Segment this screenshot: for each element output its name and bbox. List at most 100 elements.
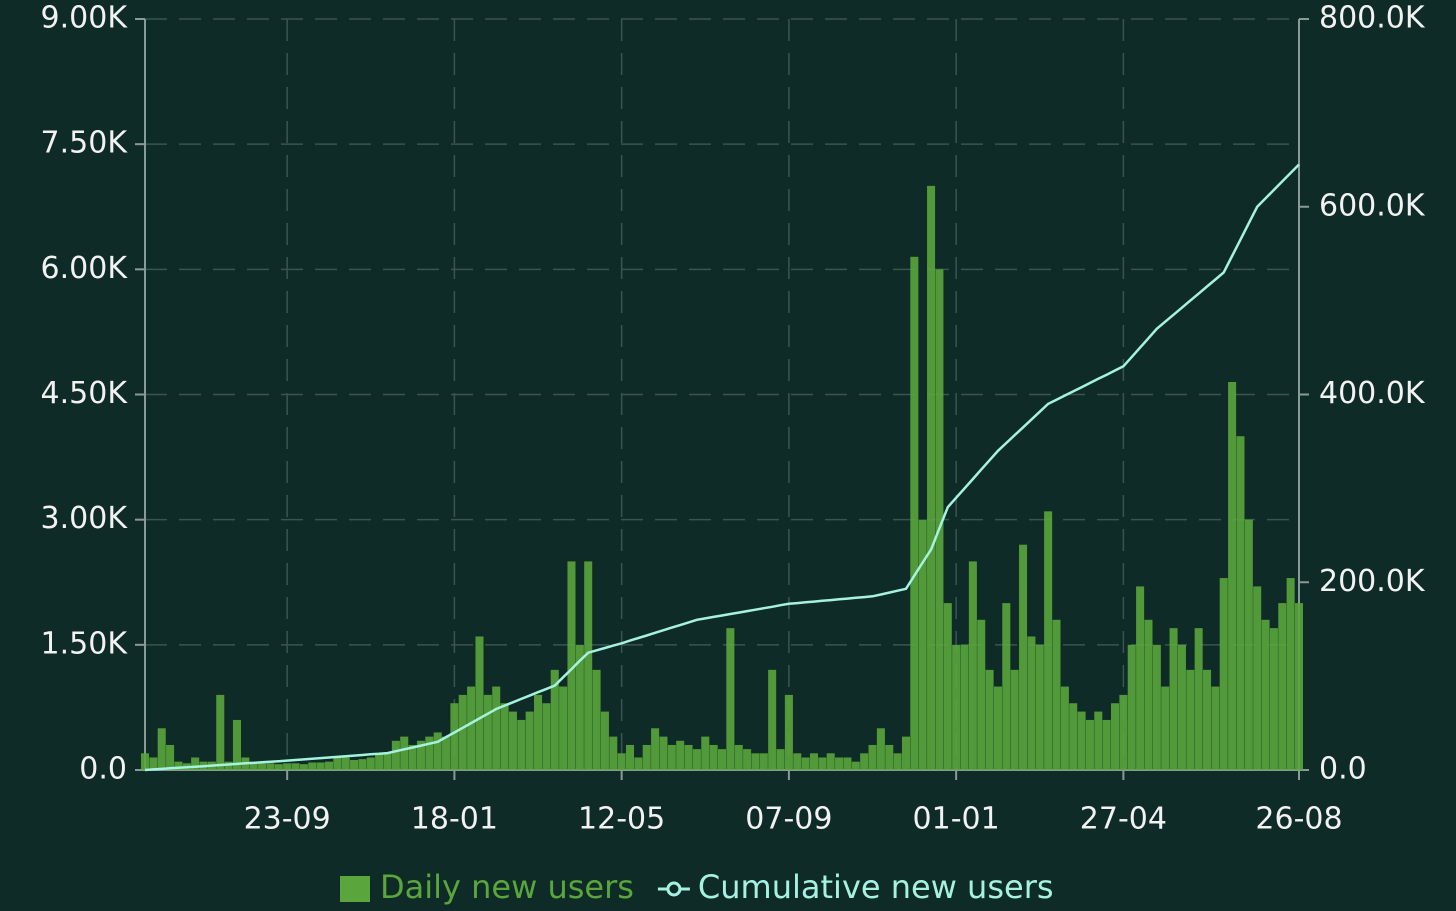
y2-tick-label: 600.0K (1319, 188, 1426, 223)
bar (843, 757, 852, 770)
bar (901, 736, 910, 770)
bar (600, 711, 609, 770)
y-tick-label: 4.50K (41, 376, 129, 411)
bar (1069, 703, 1078, 770)
bar (801, 757, 810, 770)
bar (341, 757, 350, 770)
legend-swatch (340, 876, 370, 902)
bar (1127, 644, 1136, 770)
bar (149, 757, 158, 770)
bar (391, 740, 400, 770)
bar (1111, 703, 1120, 770)
bar (291, 763, 300, 770)
bar (467, 686, 476, 770)
legend-label: Cumulative new users (698, 868, 1054, 906)
bar (835, 757, 844, 770)
bar (717, 749, 727, 770)
bar (876, 728, 885, 770)
bar (793, 753, 802, 770)
bar (584, 561, 593, 770)
bar (1269, 628, 1278, 770)
legend-marker (666, 881, 682, 897)
x-tick-label: 26-08 (1255, 802, 1342, 837)
bar (1186, 669, 1195, 770)
bar (1010, 669, 1019, 770)
x-tick-label: 23-09 (244, 802, 331, 837)
bar (166, 744, 175, 770)
x-tick-label: 01-01 (913, 802, 1000, 837)
bar (350, 759, 359, 770)
bar (751, 753, 760, 770)
line (144, 163, 1300, 772)
bar (809, 753, 818, 770)
bar (776, 749, 785, 770)
bar (1286, 578, 1295, 770)
bar (734, 744, 743, 770)
bar (893, 753, 902, 770)
bar (1035, 644, 1044, 770)
bar (826, 753, 835, 770)
bar (952, 644, 961, 770)
bar (542, 703, 551, 770)
y2-tick-label: 200.0K (1319, 564, 1426, 599)
bar (1044, 511, 1053, 770)
bar (1211, 686, 1220, 770)
bar (157, 728, 166, 770)
x-tick-label: 18-01 (411, 802, 498, 837)
y-tick-label: 6.00K (41, 251, 129, 286)
bar (768, 669, 777, 770)
bar (960, 644, 969, 770)
bar (1278, 603, 1287, 770)
bar (408, 744, 417, 770)
bar (550, 669, 559, 770)
bar (692, 749, 701, 770)
bar (1244, 519, 1253, 770)
bar (575, 644, 584, 770)
y-tick-label: 7.50K (41, 126, 129, 161)
bar (191, 757, 200, 770)
bar (1077, 711, 1086, 770)
bar (224, 761, 233, 770)
bar (1261, 619, 1270, 770)
x-tick-label: 07-09 (745, 802, 832, 837)
bar (140, 753, 150, 770)
bar (784, 694, 793, 770)
bar (1294, 603, 1304, 770)
bar (1119, 694, 1128, 770)
bar (651, 728, 660, 770)
bar (634, 757, 643, 770)
bar (918, 519, 927, 770)
bar (400, 736, 409, 770)
bar (759, 753, 768, 770)
bar (1094, 711, 1103, 770)
y-tick-label: 3.00K (41, 501, 129, 536)
bar (1144, 619, 1153, 770)
bar (425, 736, 434, 770)
bar (433, 732, 442, 770)
bar (1102, 719, 1111, 770)
bar (1085, 719, 1094, 770)
bar (383, 753, 392, 770)
bar (1052, 619, 1061, 770)
bar (617, 753, 626, 770)
bar (458, 694, 467, 770)
bar (885, 744, 894, 770)
bar (475, 636, 484, 770)
bar (316, 762, 325, 770)
bar (993, 686, 1002, 770)
bar (977, 619, 986, 770)
bar (308, 762, 317, 770)
bar (709, 744, 718, 770)
bar (1169, 628, 1178, 770)
bar (726, 628, 735, 770)
bar (743, 749, 752, 770)
bar (416, 740, 425, 770)
bar (232, 719, 241, 770)
bar (851, 761, 860, 770)
bar (1152, 644, 1161, 770)
bar (299, 764, 308, 770)
bar (525, 711, 534, 770)
bar (559, 686, 568, 770)
y-tick-label: 9.00K (41, 1, 129, 36)
